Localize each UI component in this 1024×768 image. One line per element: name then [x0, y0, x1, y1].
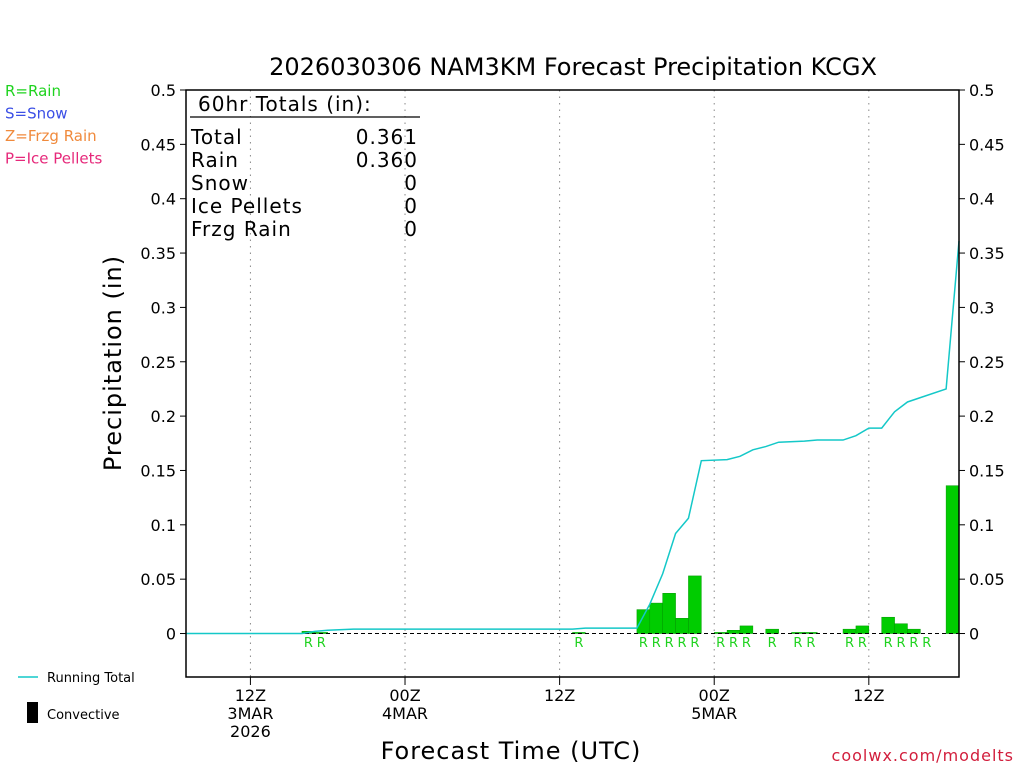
y-tick-label-right: 0.1 [969, 516, 994, 535]
ptype-legend-item: S=Snow [5, 105, 68, 123]
ptype-mark: R [677, 636, 686, 651]
y-tick-label-left: 0.1 [151, 516, 176, 535]
y-tick-label-left: 0.2 [151, 407, 176, 426]
totals-box: 60hr Totals (in): Total 0.361 Rain 0.360 Sno… [190, 92, 420, 241]
totals-rows: Total 0.361 Rain 0.360 Snow 0 Ice Pellets 0 Frzg… [190, 125, 418, 241]
ptype-mark: R [768, 636, 777, 651]
ptype-mark: R [304, 636, 313, 651]
x-tick-label: 12Z [853, 686, 884, 705]
totals-row-label: Rain [191, 148, 239, 172]
totals-box-title: 60hr Totals (in): [198, 92, 372, 116]
y-tick-label-left: 0.5 [151, 81, 176, 100]
totals-row-value: 0.360 [356, 148, 418, 172]
x-tick-label: 3MAR [227, 704, 273, 723]
precip-bar [842, 628, 857, 634]
ptype-mark: R [742, 636, 751, 651]
precip-bar [881, 616, 895, 634]
x-tick-label: 5MAR [691, 704, 737, 723]
y-tick-label-left: 0.15 [140, 461, 176, 480]
y-tick-label-right: 0.15 [969, 461, 1005, 480]
convective-legend-swatch [27, 702, 38, 723]
ptype-mark: R [793, 636, 802, 651]
precip-bar [894, 623, 908, 634]
y-tick-label-right: 0.45 [969, 135, 1005, 154]
y-tick-label-right: 0 [969, 625, 979, 644]
y-tick-label-left: 0.45 [140, 135, 176, 154]
convective-legend-label: Convective [47, 708, 120, 723]
ptype-mark: R [845, 636, 854, 651]
y-axis-label: Precipitation (in) [99, 255, 127, 471]
y-tick-label-left: 0.4 [151, 190, 176, 209]
precip-bar [675, 618, 689, 634]
ptype-mark: R [806, 636, 815, 651]
y-tick-label-left: 0.35 [140, 244, 176, 263]
x-tick-label: 12Z [235, 686, 266, 705]
x-tick-label: 00Z [389, 686, 420, 705]
ptype-mark: R [909, 636, 918, 651]
y-tick-label-left: 0 [166, 625, 176, 644]
precip-bar [739, 625, 754, 634]
totals-row-value: 0.361 [356, 125, 418, 149]
y-tick-label-right: 0.3 [969, 298, 994, 317]
y-tick-label-right: 0.35 [969, 244, 1005, 263]
totals-row-value: 0 [404, 217, 418, 241]
credit-text: coolwx.com/modelts [832, 746, 1014, 765]
y-tick-label-right: 0.25 [969, 353, 1005, 372]
gridlines [249, 90, 870, 677]
precip-bar [765, 628, 779, 634]
y-tick-label-left: 0.3 [151, 298, 176, 317]
ptype-mark: R [884, 636, 893, 651]
ptype-mark: R [858, 636, 867, 651]
ptype-legend-item: Z=Frzg Rain [5, 127, 97, 145]
ptype-mark: R [690, 636, 699, 651]
precip-bar [649, 602, 663, 634]
x-axis-label: Forecast Time (UTC) [381, 737, 642, 765]
ptype-mark: R [317, 636, 326, 651]
ptype-mark: R [665, 636, 674, 651]
series-legend: Running Total Convective [18, 671, 135, 723]
totals-row-label: Snow [191, 171, 249, 195]
plot-frame [185, 89, 960, 678]
y-tick-label-left: 0.05 [140, 570, 176, 589]
precip-bar [688, 575, 702, 634]
precip-bar [662, 593, 676, 634]
bars-group [301, 485, 960, 634]
x-tick-label: 2026 [230, 722, 271, 741]
ptype-mark: R [716, 636, 725, 651]
precip-bar [855, 625, 870, 634]
y-tick-label-right: 0.4 [969, 190, 994, 209]
y-axis-ticks: 0 00.05 0.050.1 0.10.15 0.150.2 0.20.25 0.250.… [140, 81, 1004, 644]
chart-title: 2026030306 NAM3KM Forecast Precipitation… [269, 53, 877, 81]
running-total-legend-label: Running Total [47, 671, 135, 686]
y-tick-label-left: 0.25 [140, 353, 176, 372]
totals-row-label: Frzg Rain [191, 217, 292, 241]
ptype-legend-item: R=Rain [5, 82, 61, 100]
ptype-legend-item: P=Ice Pellets [5, 150, 102, 168]
precip-bar [907, 628, 921, 634]
x-tick-label: 12Z [544, 686, 575, 705]
precip-type-legend: R=Rain S=Snow Z=Frzg Rain P=Ice Pellets [5, 82, 102, 168]
totals-row-label: Total [190, 125, 243, 149]
x-tick-label: 00Z [699, 686, 730, 705]
ptype-mark: R [639, 636, 648, 651]
ptype-mark: R [652, 636, 661, 651]
ptype-mark: R [574, 636, 583, 651]
precip-bar [636, 609, 651, 634]
ptype-mark: R [897, 636, 906, 651]
totals-row-value: 0 [404, 171, 418, 195]
totals-row-label: Ice Pellets [191, 194, 303, 218]
precip-bar [945, 485, 960, 634]
y-tick-label-right: 0.05 [969, 570, 1005, 589]
running-total-line [186, 241, 960, 635]
totals-row-value: 0 [404, 194, 418, 218]
ptype-mark: R [729, 636, 738, 651]
y-tick-label-right: 0.2 [969, 407, 994, 426]
y-tick-label-right: 0.5 [969, 81, 994, 100]
x-tick-label: 4MAR [382, 704, 428, 723]
ptype-mark: R [922, 636, 931, 651]
